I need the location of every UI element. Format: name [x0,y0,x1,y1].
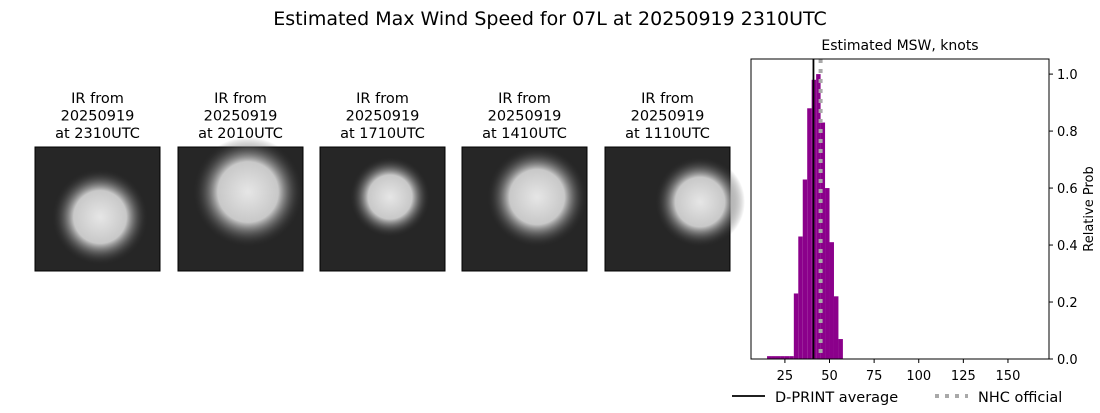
x-tick-label: 100 [906,369,931,384]
bar [771,356,776,359]
bar [798,236,803,359]
bar [802,179,808,359]
image-caption: IR from [641,91,694,107]
cloud [193,137,303,247]
bar [767,356,772,359]
y-tick-label: 0.0 [1057,353,1078,368]
image-caption: 20250919 [61,109,135,125]
bar [816,74,821,359]
x-tick-label: 150 [996,369,1021,384]
legend-label: D-PRINT average [775,390,898,406]
bar [825,188,830,359]
image-caption: at 1710UTC [340,126,425,142]
cloud [487,147,587,247]
bar [793,293,799,359]
image-caption: at 2010UTC [198,126,283,142]
legend-label: NHC official [978,390,1062,406]
image-caption: at 2310UTC [55,126,140,142]
image-caption: 20250919 [631,109,705,125]
x-tick-label: 25 [777,369,794,384]
cloud [52,169,148,265]
bar [833,296,839,359]
chart-title: Estimated MSW, knots [821,38,978,54]
y-tick-label: 0.8 [1057,125,1078,140]
bar [784,356,790,359]
x-tick-label: 125 [951,369,976,384]
bar [789,356,794,359]
y-tick-label: 1.0 [1057,68,1078,83]
image-caption: 20250919 [488,109,562,125]
image-caption: 20250919 [346,109,420,125]
image-caption: IR from [356,91,409,107]
cloud [350,157,430,237]
y-tick-label: 0.2 [1057,296,1078,311]
image-caption: 20250919 [204,109,278,125]
x-tick-label: 50 [821,369,838,384]
bar [775,356,781,359]
bar [820,122,826,359]
bar [780,356,785,359]
image-caption: at 1410UTC [482,126,567,142]
bar [807,108,812,359]
page-title: Estimated Max Wind Speed for 07L at 2025… [273,8,827,30]
y-tick-label: 0.6 [1057,182,1078,197]
y-axis-label: Relative Prob [1082,166,1097,251]
plot-frame [750,58,1050,360]
image-caption: at 1110UTC [625,126,710,142]
bar [829,242,834,359]
cloud [655,157,745,247]
image-caption: IR from [71,91,124,107]
image-caption: IR from [498,91,551,107]
image-caption: IR from [214,91,267,107]
bar [838,339,843,359]
y-tick-label: 0.4 [1057,239,1078,254]
x-tick-label: 75 [866,369,883,384]
